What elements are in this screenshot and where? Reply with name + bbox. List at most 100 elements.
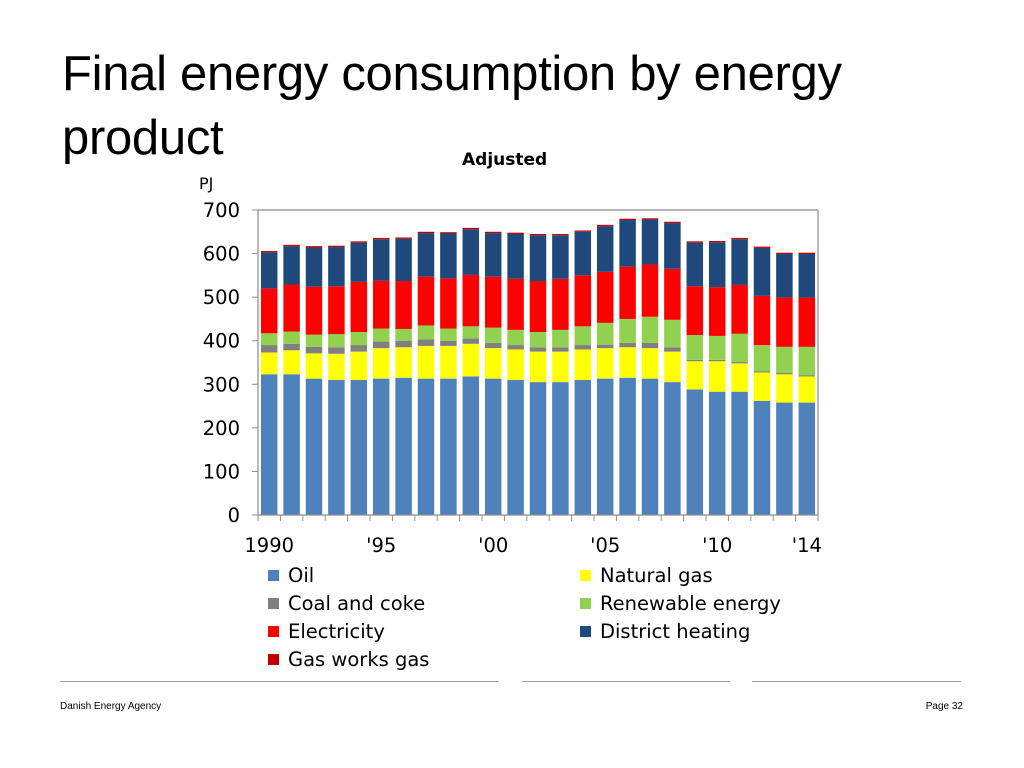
bar-segment-electricity xyxy=(596,271,614,323)
bar-segment-oil xyxy=(440,378,457,515)
bar-segment-gas-works-gas xyxy=(574,230,592,232)
bar-segment-renewable-energy xyxy=(596,322,614,345)
bar-segment-oil xyxy=(395,377,412,515)
bar-segment-renewable-energy xyxy=(619,318,636,343)
bar-segment-oil xyxy=(708,391,726,515)
chart-title: Adjusted xyxy=(462,150,548,170)
bar-segment-coal-and-coke xyxy=(372,341,390,349)
bar-segment-coal-and-coke xyxy=(798,375,816,377)
bar-segment-gas-works-gas xyxy=(260,250,278,253)
bar-segment-natural-gas xyxy=(440,345,457,379)
bar-segment-gas-works-gas xyxy=(372,237,390,240)
bar-segment-coal-and-coke xyxy=(260,345,278,353)
bar-segment-district-heating xyxy=(798,254,816,298)
bar-segment-renewable-energy xyxy=(372,328,390,342)
bar-segment-district-heating xyxy=(529,235,547,282)
bar-segment-district-heating xyxy=(664,223,681,269)
bar-segment-natural-gas xyxy=(305,353,323,379)
x-tick-label: '10 xyxy=(702,534,732,557)
footer-organization: Danish Energy Agency xyxy=(60,701,162,712)
bar-segment-renewable-energy xyxy=(574,326,592,346)
bar-segment-renewable-energy xyxy=(260,333,278,346)
bar-segment-gas-works-gas xyxy=(552,233,569,236)
bar-segment-gas-works-gas xyxy=(395,237,412,239)
bar-segment-renewable-energy xyxy=(753,345,771,372)
bar-segment-electricity xyxy=(731,284,748,334)
bar-segment-district-heating xyxy=(462,229,480,275)
bar-segment-electricity xyxy=(372,280,390,329)
bar-segment-natural-gas xyxy=(529,351,547,383)
bar-segment-coal-and-coke xyxy=(686,359,704,362)
bar-segment-natural-gas xyxy=(372,348,390,379)
bar-segment-electricity xyxy=(283,284,300,332)
legend-label: Renewable energy xyxy=(600,591,781,615)
bar-segment-district-heating xyxy=(417,233,435,277)
bar-segment-renewable-energy xyxy=(552,329,569,348)
bar-segment-natural-gas xyxy=(776,374,793,403)
bar-segment-natural-gas xyxy=(686,361,704,390)
bar-segment-natural-gas xyxy=(283,350,300,375)
slide-title: Final energy consumption by energy produ… xyxy=(62,47,842,165)
legend-item-coal-and-coke: Coal and coke xyxy=(268,589,425,617)
y-tick-label: 600 xyxy=(203,243,240,266)
bar-segment-coal-and-coke xyxy=(664,347,681,352)
bar-segment-gas-works-gas xyxy=(596,224,614,227)
y-tick-label: 500 xyxy=(203,286,240,309)
bar-segment-gas-works-gas xyxy=(776,252,793,255)
bar-segment-natural-gas xyxy=(395,347,412,378)
bar-segment-renewable-energy xyxy=(529,332,547,348)
legend-label: Electricity xyxy=(288,619,385,643)
x-tick-label: 1990 xyxy=(244,534,294,557)
bar-segment-oil xyxy=(507,379,524,515)
bar-segment-renewable-energy xyxy=(440,328,457,341)
footer-page-number: Page 32 xyxy=(925,701,963,712)
bar-segment-renewable-energy xyxy=(708,335,726,360)
bar-segment-natural-gas xyxy=(641,348,659,379)
bar-segment-natural-gas xyxy=(328,353,345,380)
bar-segment-oil xyxy=(417,378,435,515)
bar-segment-district-heating xyxy=(305,247,323,287)
bar-segment-gas-works-gas xyxy=(641,218,659,220)
bar-segment-oil xyxy=(641,378,659,515)
bar-segment-renewable-energy xyxy=(686,335,704,360)
bar-segment-coal-and-coke xyxy=(619,342,636,348)
legend-swatch xyxy=(580,625,591,637)
bar-segment-natural-gas xyxy=(753,372,771,401)
bar-segment-electricity xyxy=(664,268,681,320)
bar-segment-electricity xyxy=(686,286,704,336)
bar-segment-coal-and-coke xyxy=(440,340,457,346)
bar-segment-district-heating xyxy=(395,238,412,282)
bar-segment-district-heating xyxy=(350,242,368,282)
bar-segment-electricity xyxy=(641,264,659,317)
bar-segment-district-heating xyxy=(484,233,502,277)
bar-segment-oil xyxy=(731,391,748,515)
legend-label: Gas works gas xyxy=(288,647,430,671)
bar-segment-oil xyxy=(305,378,323,515)
bar-segment-natural-gas xyxy=(350,351,368,380)
bar-segment-gas-works-gas xyxy=(440,232,457,234)
bar-segment-gas-works-gas xyxy=(283,244,300,247)
bar-segment-natural-gas xyxy=(574,349,592,380)
bar-segment-renewable-energy xyxy=(731,333,748,363)
bar-segment-natural-gas xyxy=(260,352,278,375)
bar-segment-oil xyxy=(798,402,816,515)
bar-segment-oil xyxy=(552,382,569,515)
bar-segment-district-heating xyxy=(731,239,748,285)
y-tick-label: 300 xyxy=(203,373,240,396)
bar-segment-coal-and-coke xyxy=(395,340,412,348)
bar-segment-renewable-energy xyxy=(417,325,435,340)
bar-segment-electricity xyxy=(328,286,345,335)
bar-segment-gas-works-gas xyxy=(731,237,748,240)
legend-swatch xyxy=(268,597,279,609)
footer-divider-3 xyxy=(752,681,961,682)
legend-swatch xyxy=(268,625,279,637)
x-tick-label: '00 xyxy=(478,534,508,557)
footer-divider-1 xyxy=(60,681,499,682)
footer-divider-2 xyxy=(522,681,730,682)
bar-segment-renewable-energy xyxy=(664,319,681,348)
bar-segment-coal-and-coke xyxy=(776,372,793,375)
bar-segment-oil xyxy=(753,400,771,515)
bar-segment-natural-gas xyxy=(596,348,614,379)
legend-label: District heating xyxy=(600,619,751,643)
